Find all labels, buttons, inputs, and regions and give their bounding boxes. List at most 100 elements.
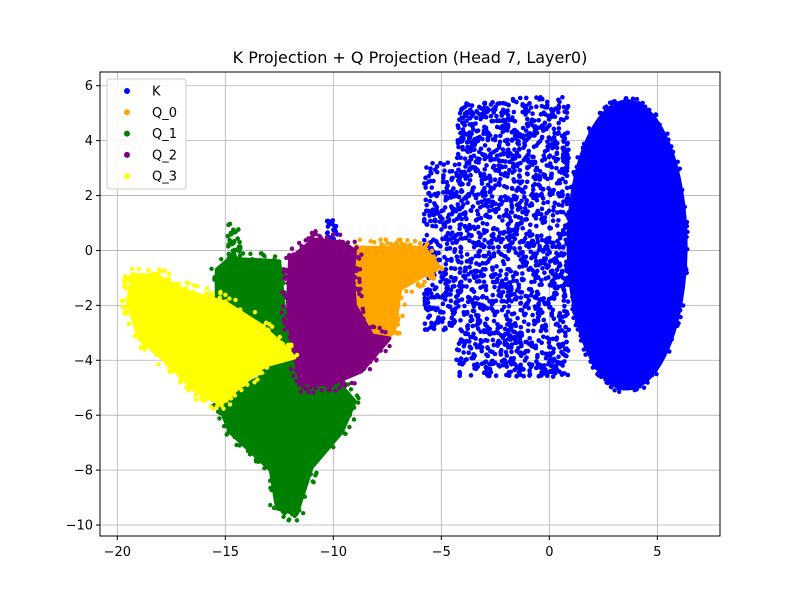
data-point <box>438 244 443 249</box>
data-point <box>395 245 401 250</box>
data-point <box>552 281 557 286</box>
data-point <box>547 344 552 350</box>
data-point <box>541 334 546 340</box>
data-point <box>496 234 502 240</box>
data-point <box>454 254 460 259</box>
data-point <box>234 247 240 252</box>
data-point <box>480 136 485 142</box>
data-point <box>360 306 365 312</box>
data-point <box>496 249 501 255</box>
data-point <box>557 263 563 268</box>
data-point <box>530 111 535 116</box>
data-point <box>553 244 559 250</box>
data-point <box>665 131 670 136</box>
data-point <box>658 125 663 131</box>
data-point <box>684 270 689 275</box>
data-point <box>457 369 462 375</box>
data-point <box>468 373 474 378</box>
data-point <box>642 107 647 112</box>
data-point <box>467 278 473 283</box>
data-point <box>542 257 547 263</box>
data-point <box>402 302 407 307</box>
data-point <box>457 175 463 181</box>
data-point <box>565 372 571 378</box>
x-tick-label: 5 <box>653 545 661 560</box>
data-point <box>288 335 294 340</box>
data-point <box>417 241 423 246</box>
data-point <box>478 285 483 290</box>
data-point <box>221 424 227 429</box>
data-point <box>486 147 492 152</box>
data-point <box>492 284 497 290</box>
data-point <box>564 241 569 246</box>
data-point <box>501 357 507 363</box>
data-point <box>284 313 290 318</box>
data-point <box>459 254 464 259</box>
data-point <box>485 353 491 359</box>
data-point <box>500 218 505 223</box>
data-point <box>571 303 576 308</box>
data-point <box>455 123 461 128</box>
data-point <box>523 95 529 101</box>
data-point <box>473 366 479 372</box>
legend-label: Q_2 <box>152 148 177 163</box>
data-point <box>127 289 132 294</box>
data-point <box>447 169 453 174</box>
x-tick-label: 0 <box>545 545 553 560</box>
data-point <box>509 185 515 191</box>
data-point <box>512 147 517 152</box>
data-point <box>166 271 172 276</box>
data-point <box>500 147 506 152</box>
data-point <box>465 144 470 150</box>
data-point <box>492 177 498 183</box>
data-point <box>494 279 500 285</box>
data-point <box>557 169 562 174</box>
data-point <box>530 232 535 238</box>
data-point <box>497 214 502 220</box>
legend-label: Q_1 <box>152 127 177 142</box>
data-point <box>431 323 437 328</box>
data-point <box>330 232 336 237</box>
data-point <box>524 231 529 237</box>
data-point <box>468 233 474 239</box>
data-point <box>459 189 465 194</box>
data-point <box>190 289 195 295</box>
data-point <box>504 207 509 213</box>
data-point <box>482 100 488 106</box>
data-point <box>630 96 636 101</box>
data-point <box>433 268 438 273</box>
data-point <box>558 209 563 215</box>
data-point <box>330 218 336 223</box>
data-point <box>511 232 516 238</box>
data-point <box>678 307 683 313</box>
data-point <box>549 175 554 181</box>
data-point <box>484 366 490 371</box>
data-point <box>562 109 568 115</box>
data-point <box>511 98 516 104</box>
data-point <box>494 113 499 119</box>
data-point <box>318 237 324 243</box>
data-point <box>462 310 468 316</box>
data-point <box>503 159 508 164</box>
data-point <box>348 387 354 392</box>
data-point <box>464 284 469 289</box>
data-point <box>226 252 232 257</box>
data-point <box>545 147 550 153</box>
data-point <box>311 383 316 388</box>
data-point <box>355 254 361 260</box>
data-point <box>534 143 539 148</box>
data-point <box>523 128 529 133</box>
data-point <box>516 139 521 144</box>
data-point <box>518 295 524 300</box>
data-point <box>516 282 522 288</box>
legend-marker <box>124 130 130 137</box>
data-point <box>354 245 359 250</box>
data-point <box>538 233 544 238</box>
data-point <box>461 136 466 141</box>
data-point <box>428 170 434 176</box>
data-point <box>544 210 549 216</box>
data-point <box>487 208 492 214</box>
data-point <box>465 139 471 144</box>
data-point <box>513 250 519 255</box>
data-point <box>444 246 450 252</box>
